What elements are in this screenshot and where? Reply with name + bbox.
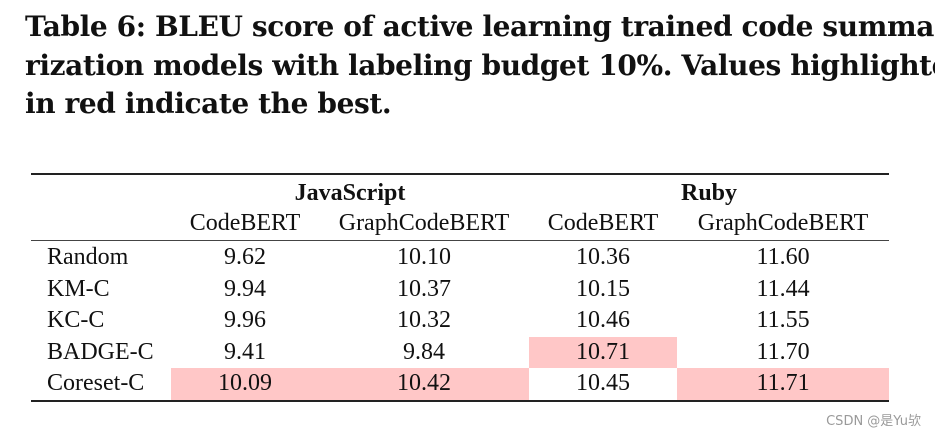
score-cell: 10.46 (576, 307, 631, 334)
best-score-cell: 10.09 (171, 368, 319, 401)
best-score-cell: 10.71 (529, 336, 678, 368)
score-cell: 10.32 (397, 307, 451, 334)
score-cell: 10.10 (397, 244, 451, 271)
model-header-row: CodeBERT GraphCodeBERT CodeBERT GraphCod… (31, 207, 890, 241)
group-header-row: JavaScript Ruby (31, 174, 889, 207)
subheader-js-codebert: CodeBERT (171, 207, 319, 241)
score-cell: 10.37 (397, 275, 451, 302)
method-name: KC-C (47, 307, 105, 334)
bleu-table-container: JavaScript Ruby CodeBERT GraphCodeBERT C… (31, 173, 890, 402)
group-header-ruby: Ruby (681, 180, 738, 206)
method-name: Coreset-C (47, 370, 145, 397)
score-cell: 9.96 (224, 307, 266, 334)
best-score-cell: 10.42 (319, 368, 530, 401)
score-cell: 11.44 (756, 275, 810, 302)
score-cell: 9.94 (224, 275, 266, 302)
table-row: Random 9.62 10.10 10.36 11.60 (31, 241, 889, 274)
subheader-ruby-graphcodebert: GraphCodeBERT (677, 207, 890, 241)
score-cell: 10.45 (576, 370, 631, 397)
subheader-ruby-codebert: CodeBERT (529, 207, 678, 241)
table-row: KM-C 9.94 10.37 10.15 11.44 (31, 274, 889, 306)
header-empty-cell (31, 207, 171, 241)
score-cell: 11.70 (756, 338, 810, 365)
table-row: Coreset-C 10.09 10.42 10.45 11.71 (31, 368, 890, 401)
score-cell: 9.41 (224, 338, 266, 365)
header-empty-cell (31, 174, 171, 207)
caption-line-1: Table 6: BLEU score of active learning t… (25, 10, 935, 43)
subheader-js-graphcodebert: GraphCodeBERT (319, 207, 530, 241)
caption-line-2: rization models with labeling budget 10%… (25, 48, 935, 82)
score-cell: 11.55 (756, 307, 810, 334)
score-cell: 9.62 (224, 244, 266, 271)
table-caption: Table 6: BLEU score of active learning t… (25, 8, 935, 124)
score-cell: 9.84 (403, 338, 445, 365)
score-cell: 11.60 (756, 244, 810, 271)
best-score-cell: 11.71 (677, 368, 890, 401)
score-cell: 10.15 (576, 275, 631, 302)
bleu-score-table: JavaScript Ruby CodeBERT GraphCodeBERT C… (31, 173, 890, 402)
method-name: KM-C (47, 275, 110, 302)
csdn-watermark: CSDN @是Yu欤 (826, 414, 921, 429)
method-name: BADGE-C (47, 338, 154, 365)
table-row: KC-C 9.96 10.32 10.46 11.55 (31, 305, 889, 337)
table-row: BADGE-C 9.41 9.84 10.71 11.70 (31, 336, 889, 368)
group-header-javascript: JavaScript (294, 180, 406, 206)
caption-line-3: in red indicate the best. (25, 87, 392, 120)
score-cell: 10.36 (576, 244, 631, 271)
method-name: Random (47, 244, 129, 271)
